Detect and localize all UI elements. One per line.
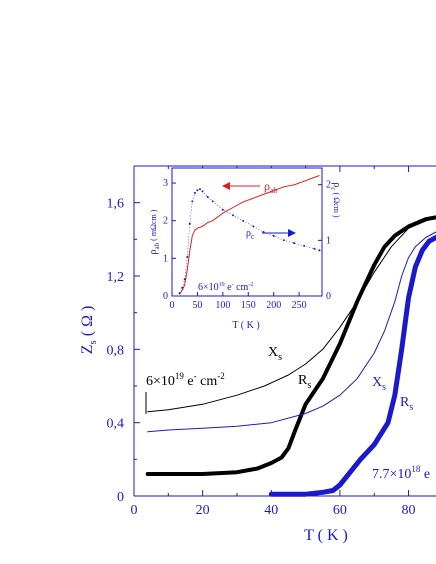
x-tick-label: 0 <box>131 503 138 518</box>
x-tick-label: 60 <box>333 503 347 518</box>
svg-text:ρab ( mΩcm ): ρab ( mΩcm ) <box>148 209 161 254</box>
inset-right-tick-label: 1 <box>326 235 331 246</box>
inset-series-rho-c <box>179 188 320 294</box>
x-tick-label: 20 <box>196 503 210 518</box>
inset-axes: 0 50 100 150 200 250 0 1 2 3 0 1 2 <box>163 167 331 311</box>
inset-left-tick-label: 1 <box>163 253 168 264</box>
y-axis-title-main: Z <box>79 345 96 355</box>
x-axis-title: T ( K ) <box>304 527 348 544</box>
inset-x-tick-label: 100 <box>215 300 230 311</box>
annotation-rs-blue: Rs <box>400 395 413 413</box>
inset-point-rho-c <box>186 256 189 258</box>
y-axis-title: Zs ( Ω ) <box>79 306 99 355</box>
inset-left-axis-title: ρab ( mΩcm ) <box>148 209 161 254</box>
inset-label-rho-ab: ρab <box>264 179 278 195</box>
inset-x-tick-label: 200 <box>266 300 281 311</box>
y-axis-title-sub: s <box>87 340 99 344</box>
y-tick-label: 0,4 <box>107 417 125 432</box>
inset-x-tick-label: 250 <box>292 300 307 311</box>
annotation-doping-black: 6×1019 e- cm-2 <box>146 371 225 389</box>
annotation-rs-black: Rs <box>298 373 311 391</box>
inset-frame <box>171 167 323 297</box>
inset-x-tick-label: 150 <box>241 300 256 311</box>
inset-x-axis-title: T ( K ) <box>232 320 259 331</box>
inset-x-tick-label: 0 <box>170 300 175 311</box>
inset-plot: 0 50 100 150 200 250 0 1 2 3 0 1 2 T ( K ) ρab ( mΩc… <box>148 167 342 331</box>
x-tick-label: 40 <box>264 503 278 518</box>
inset-right-axis-title: ρc ( Ωcm ) <box>329 182 342 217</box>
svg-text:ρc ( Ωcm ): ρc ( Ωcm ) <box>329 182 342 217</box>
annotation-doping-blue: 7.7×1018 e <box>372 464 430 482</box>
main-series-group <box>145 215 436 497</box>
inset-series-rho-ab <box>179 175 320 295</box>
inset-background <box>172 168 322 296</box>
y-tick-label: 0 <box>117 490 124 505</box>
inset-arrowhead-rho-c <box>288 229 296 237</box>
inset-left-tick-label: 0 <box>163 291 168 302</box>
inset-right-tick-label: 2 <box>326 180 331 191</box>
inset-arrowhead-rho-ab <box>222 182 230 190</box>
series-line-3 <box>268 235 436 497</box>
y-tick-label: 0,8 <box>107 343 125 358</box>
inset-x-tick-label: 50 <box>192 300 202 311</box>
inset-point-rho-c <box>188 222 191 225</box>
y-axis-title-unit: ( Ω ) <box>79 306 96 337</box>
inset-point-rho-c <box>183 278 186 281</box>
inset-label-rho-c: ρc <box>246 228 255 241</box>
inset-point-rho-c <box>293 242 295 245</box>
annotation-xs-black: Xs <box>268 345 282 363</box>
inset-doping-label: 6×1019 e- cm-2 <box>198 282 253 293</box>
series-line-2 <box>147 231 436 433</box>
inset-right-tick-label: 0 <box>326 291 331 302</box>
annotation-xs-blue: Xs <box>372 375 386 393</box>
y-tick-label: 1,2 <box>107 270 125 285</box>
inset-left-tick-label: 3 <box>163 178 168 189</box>
y-tick-label: 1,6 <box>107 197 125 212</box>
inset-point-rho-c <box>318 249 321 252</box>
series-line-1 <box>145 215 436 476</box>
svg-text:Zs( Ω ): Zs ( Ω ) <box>79 306 99 355</box>
x-tick-label: 80 <box>402 503 416 518</box>
inset-series-group <box>178 175 321 295</box>
inset-left-tick-label: 2 <box>163 216 168 227</box>
series-line-0 <box>147 216 436 413</box>
inset-point-rho-c <box>313 247 316 250</box>
